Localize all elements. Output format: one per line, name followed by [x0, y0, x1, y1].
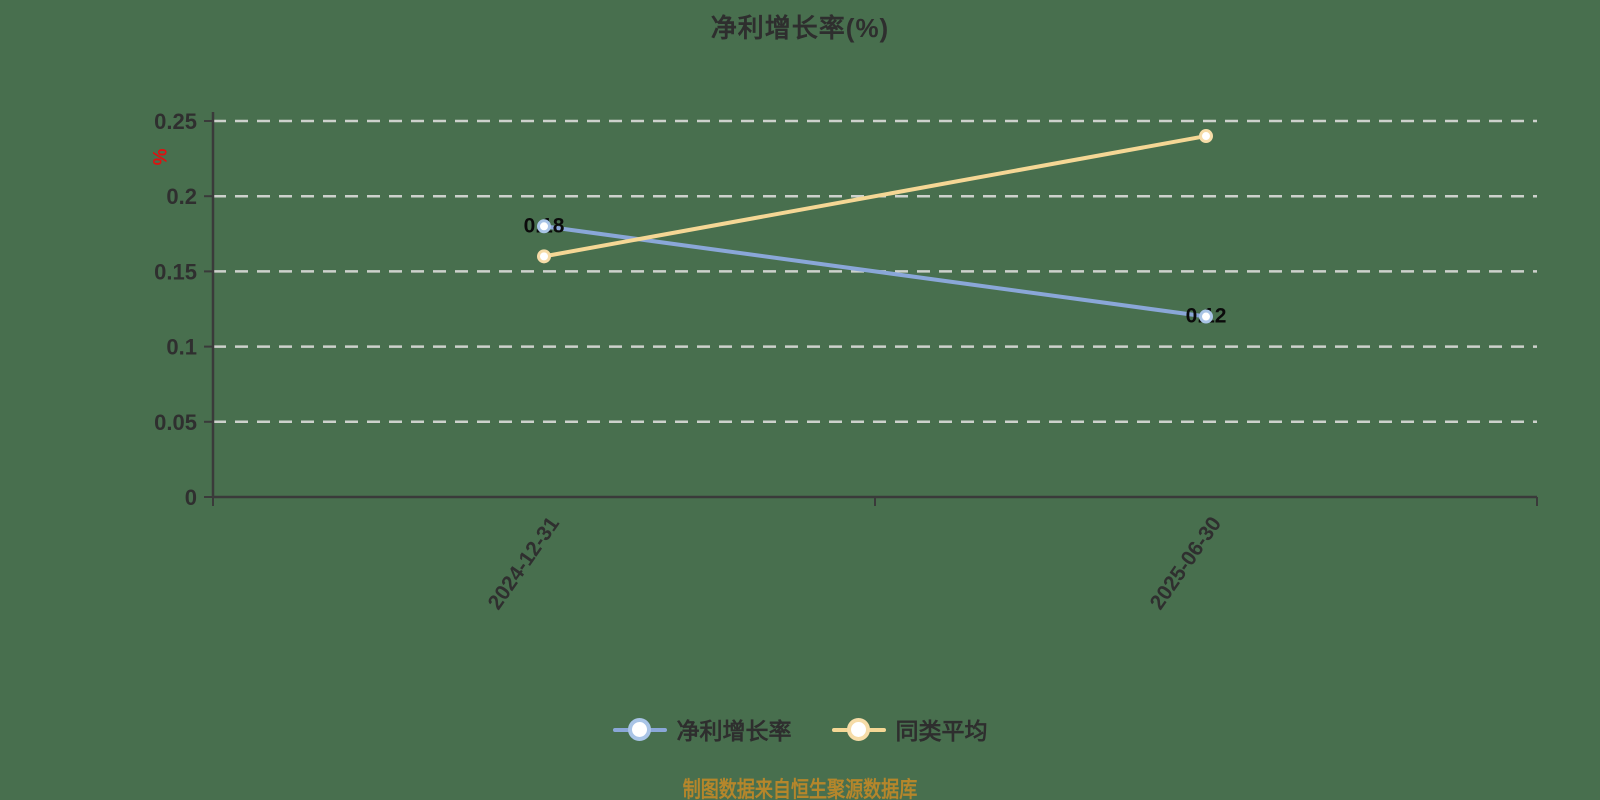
y-tick-label: 0.1 [166, 335, 197, 360]
legend-label: 净利增长率 [676, 718, 792, 744]
x-tick-label: 2025-06-30 [1146, 513, 1226, 614]
y-tick-label: 0.2 [166, 184, 197, 209]
legend-label: 同类平均 [895, 718, 988, 744]
y-tick-label: 0.05 [154, 410, 197, 435]
x-tick-label: 2024-12-31 [484, 512, 565, 613]
legend-line-circle-marker [612, 717, 667, 741]
legend-line-circle-marker [831, 717, 886, 741]
data-point [1199, 129, 1213, 144]
data-point [537, 249, 551, 264]
y-tick-label: 0.15 [154, 259, 197, 284]
series-line-0 [542, 224, 1208, 319]
y-tick-label: 0.25 [154, 109, 197, 134]
data-point [537, 219, 551, 234]
legend-item-net-profit-growth-rate[interactable]: 净利增长率 [612, 712, 792, 746]
data-source-caption: 制图数据来自恒生聚源数据库 [682, 777, 918, 800]
legend-item-category-average[interactable]: 同类平均 [831, 712, 988, 746]
chart-title: 净利增长率(%) [710, 13, 890, 43]
y-tick-label: 0 [185, 485, 197, 510]
series-line-1 [542, 134, 1208, 259]
legend: 净利增长率 同类平均 [0, 712, 1600, 746]
data-point [1199, 309, 1213, 324]
